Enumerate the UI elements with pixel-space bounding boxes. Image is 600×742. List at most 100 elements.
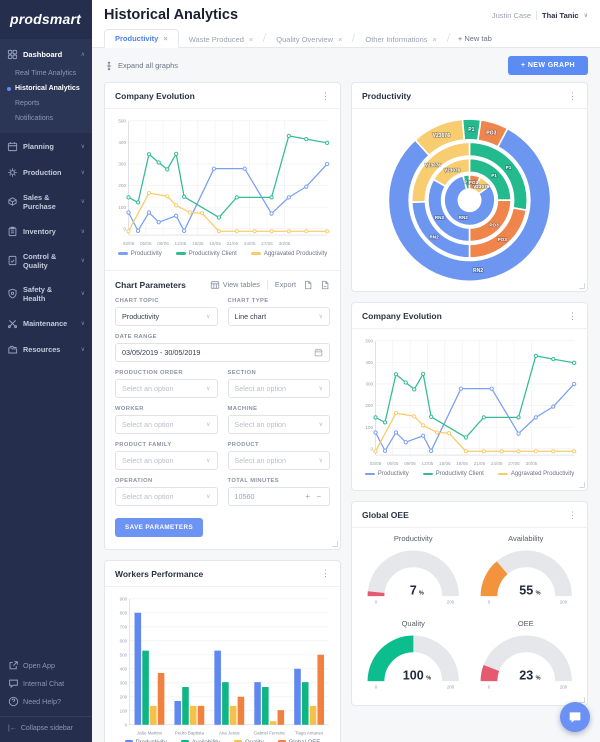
user-company: Justin Case (491, 10, 532, 20)
resize-handle-icon[interactable] (332, 540, 338, 547)
product-family-input[interactable]: Select an option ∨ (115, 450, 218, 470)
legend-item[interactable]: Productivity (124, 740, 167, 742)
gauge-label: Quality (401, 618, 425, 628)
legend-item[interactable]: Productivity (117, 251, 162, 257)
view-tables-button[interactable]: View tables (210, 280, 260, 290)
tab-label: Quality Overview (276, 35, 333, 44)
legend-item[interactable]: Productivity Client (175, 251, 237, 257)
kebab-menu-icon[interactable]: ⋮ (321, 90, 330, 101)
svg-text:Gabriel Ferreira: Gabriel Ferreira (254, 730, 286, 735)
sidebar-item-maintenance[interactable]: Maintenance ∨ (0, 310, 92, 336)
tab-label: Waste Produced (188, 35, 244, 44)
tab-productivity[interactable]: Productivity × (104, 29, 179, 48)
card-title: Chart Parameters (115, 279, 186, 290)
sidebar-item-dashboard[interactable]: Dashboard ∧ (0, 43, 92, 66)
chart-legend: Productivity Availability Quality Global OE… (113, 738, 332, 742)
svg-text:300: 300 (365, 382, 373, 387)
svg-text:0: 0 (123, 226, 126, 231)
sidebar-footer-internal-chat[interactable]: Internal Chat (0, 674, 92, 692)
worker-input[interactable]: Select an option ∨ (115, 414, 218, 434)
sidebar-footer-open-app[interactable]: Open App (0, 656, 92, 674)
svg-text:500: 500 (118, 118, 126, 123)
product-input[interactable]: Select an option ∨ (227, 450, 330, 470)
resize-handle-icon[interactable] (579, 283, 585, 290)
chevron-down-icon: ∨ (206, 385, 211, 392)
save-parameters-button[interactable]: SAVE PARAMETERS (115, 517, 204, 537)
close-icon[interactable]: × (337, 35, 343, 44)
svg-text:27/05: 27/05 (508, 461, 520, 466)
new-graph-button[interactable]: + NEW GRAPH (508, 56, 588, 75)
kebab-menu-icon[interactable]: ⋮ (321, 568, 330, 579)
chevron-down-icon: ∨ (318, 421, 323, 428)
kebab-menu-icon[interactable]: ⋮ (568, 310, 577, 321)
chart-topic-input[interactable]: Productivity ∨ (115, 306, 218, 326)
package-icon (8, 197, 17, 206)
operation-input[interactable]: Select an option ∨ (115, 486, 218, 506)
kebab-menu-icon[interactable]: ⋮ (568, 90, 577, 101)
expand-all-graphs-button[interactable]: Expand all graphs (104, 60, 178, 71)
sidebar-item-sales-purchase[interactable]: Sales & Purchase ∨ (0, 185, 92, 218)
legend-item[interactable]: Aggravated Productivity (497, 471, 574, 477)
production-order-input[interactable]: Select an option ∨ (115, 378, 218, 398)
sidebar-item-notifications[interactable]: Notifications (0, 111, 92, 126)
svg-text:400: 400 (118, 140, 126, 145)
sidebar-item-label: Maintenance (23, 318, 68, 328)
close-icon[interactable]: × (163, 34, 168, 43)
chat-bubble-icon (569, 712, 581, 723)
resize-handle-icon[interactable] (579, 697, 585, 704)
sidebar-item-inventory[interactable]: Inventory ∨ (0, 218, 92, 244)
sidebar-item-control-quality[interactable]: Control & Quality ∨ (0, 244, 92, 277)
sidebar-item-production[interactable]: Production ∨ (0, 159, 92, 185)
page-title: Historical Analytics (104, 7, 239, 23)
field-label: CHART TOPIC (115, 297, 159, 304)
table-icon (210, 280, 219, 289)
sidebar-item-safety-health[interactable]: Safety & Health ∨ (0, 277, 92, 310)
svg-text:500: 500 (120, 652, 128, 657)
sidebar-item-planning[interactable]: Planning ∨ (0, 133, 92, 159)
svg-text:0: 0 (487, 684, 490, 689)
legend-item[interactable]: Productivity Client (422, 471, 484, 478)
dashboard-icon (7, 49, 18, 60)
new-tab-button[interactable]: + New tab (457, 34, 492, 43)
stepper-buttons[interactable]: + − (305, 491, 323, 501)
user-menu[interactable]: Justin Case Thai Tanic ∨ (491, 10, 588, 20)
legend-item[interactable]: Productivity (364, 471, 409, 477)
sidebar-item-real-time-analytics[interactable]: Real Time Analytics (0, 66, 92, 81)
total-minutes-input[interactable]: 10560 + − (227, 486, 330, 506)
collapse-sidebar-button[interactable]: |← Collapse sidebar (0, 716, 92, 742)
svg-text:%: % (419, 590, 424, 596)
tab-waste-produced[interactable]: Waste Produced × (179, 31, 264, 48)
collapse-icon: |← (8, 725, 17, 732)
date-range-input[interactable]: 03/05/2019 - 30/05/2019 (115, 342, 330, 362)
tab-quality-overview[interactable]: Quality Overview × (266, 31, 352, 48)
svg-text:800: 800 (120, 610, 128, 615)
divider (105, 269, 340, 271)
resize-handle-icon[interactable] (579, 482, 585, 489)
legend-label: Productivity Client (435, 471, 484, 478)
legend-item[interactable]: Availability (180, 740, 220, 742)
export-pdf-icon[interactable] (303, 280, 313, 290)
chevron-down-icon: ∨ (206, 457, 211, 464)
legend-item[interactable]: Aggravated Productivity (250, 251, 327, 257)
card-workers-performance: Workers Performance ⋮ 0 100 200 300 400 500 60… (104, 559, 341, 742)
machine-input[interactable]: Select an option ∨ (227, 414, 330, 434)
svg-text:%: % (535, 590, 540, 596)
field-value: 10560 (234, 491, 255, 501)
sidebar-item-historical-analytics[interactable]: Historical Analytics (0, 81, 92, 96)
chart-type-input[interactable]: Line chart ∨ (227, 306, 330, 326)
export-button[interactable]: Export (274, 280, 296, 290)
svg-text:400: 400 (120, 666, 128, 671)
kebab-menu-icon[interactable]: ⋮ (568, 509, 577, 520)
export-csv-icon[interactable] (320, 280, 330, 290)
legend-item[interactable]: Quality (233, 740, 264, 742)
card-productivity-sunburst: Productivity ⋮ P1 PO3 V23076 RN2 P1 PO3 RN2 V23… (351, 82, 588, 293)
close-icon[interactable]: × (248, 35, 254, 44)
legend-item[interactable]: Global OEE (277, 740, 320, 742)
chat-fab-button[interactable] (560, 702, 590, 732)
section-input[interactable]: Select an option ∨ (227, 378, 330, 398)
sidebar-footer-need-help-[interactable]: Need Help? (0, 692, 92, 710)
tab-other-informations[interactable]: Other Informations × (355, 31, 447, 48)
sidebar-item-reports[interactable]: Reports (0, 96, 92, 111)
close-icon[interactable]: × (432, 35, 437, 44)
sidebar-item-resources[interactable]: Resources ∨ (0, 336, 92, 362)
